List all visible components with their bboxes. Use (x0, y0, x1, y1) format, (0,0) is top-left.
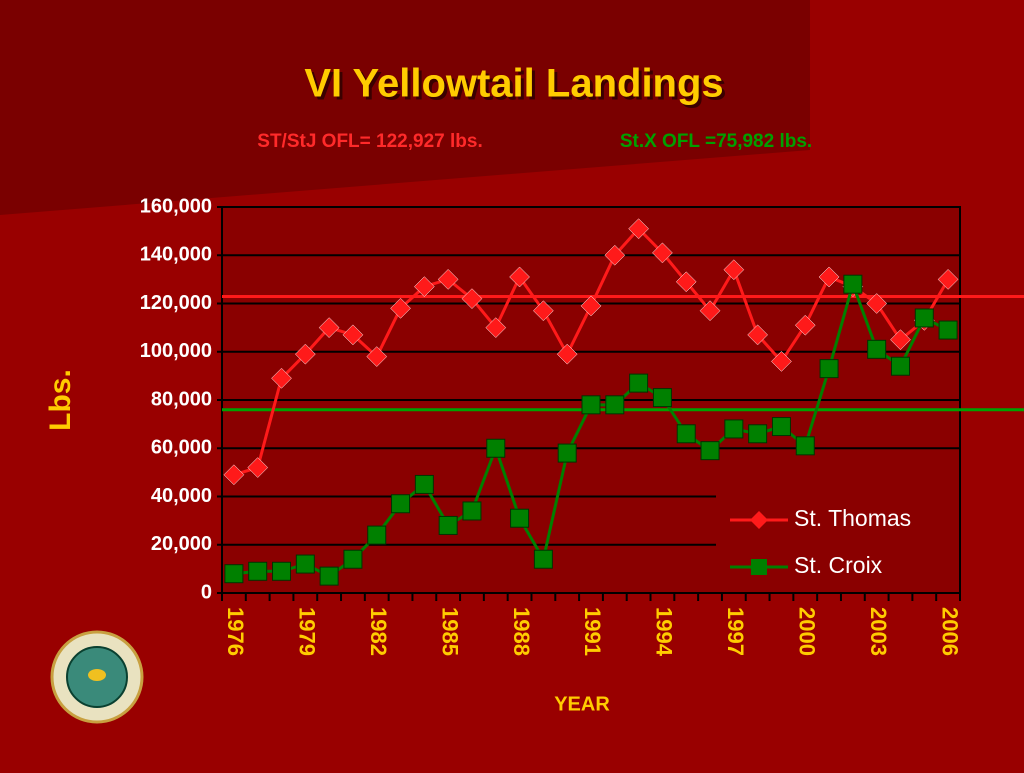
marker (462, 501, 482, 521)
marker (747, 324, 768, 346)
background-shape (0, 0, 810, 215)
marker (272, 561, 292, 581)
marker (675, 271, 697, 293)
legend-marker (751, 559, 767, 575)
legend-box (716, 494, 959, 592)
x-tick-label: 1991 (580, 607, 605, 656)
marker (390, 297, 411, 319)
marker (652, 388, 672, 408)
x-tick-label: 2006 (937, 607, 962, 656)
y-tick-label: 0 (201, 581, 212, 603)
marker (843, 274, 863, 294)
marker (724, 419, 744, 439)
x-tick-label: 1997 (723, 607, 748, 656)
chart-title: VI Yellowtail Landings (304, 62, 723, 106)
marker (247, 457, 269, 478)
marker (510, 508, 530, 528)
marker (414, 474, 434, 494)
marker (628, 218, 649, 240)
y-tick-label: 40,000 (151, 485, 212, 507)
marker (581, 395, 601, 415)
marker (271, 367, 292, 389)
marker (914, 308, 934, 328)
marker (391, 494, 411, 514)
y-tick-label: 20,000 (151, 533, 212, 555)
marker (319, 566, 339, 586)
legend-label: St. Thomas (794, 505, 911, 531)
y-axis-label: Lbs. (44, 369, 77, 431)
marker (366, 346, 388, 367)
marker (557, 443, 577, 463)
marker (486, 438, 506, 458)
y-tick-label: 80,000 (151, 388, 212, 410)
marker (414, 276, 435, 297)
marker (629, 373, 649, 393)
marker (890, 329, 911, 351)
marker (676, 424, 696, 444)
marker (367, 525, 387, 545)
marker (771, 417, 791, 437)
marker (938, 320, 958, 340)
marker (794, 314, 816, 336)
x-tick-label: 1976 (223, 607, 248, 656)
x-tick-label: 1994 (652, 607, 677, 657)
y-tick-label: 120,000 (140, 292, 212, 314)
x-tick-label: 1988 (509, 607, 534, 656)
marker (438, 515, 458, 535)
marker (295, 554, 315, 574)
marker (533, 300, 554, 322)
x-axis-label: YEAR (554, 693, 610, 715)
x-tick-label: 1979 (295, 607, 320, 656)
logo-bird (88, 669, 106, 681)
y-tick-label: 100,000 (140, 340, 212, 362)
marker (867, 339, 887, 359)
marker (580, 295, 602, 317)
chart-title-shadow: VI Yellowtail Landings (307, 65, 726, 109)
marker (699, 300, 721, 322)
marker (795, 436, 815, 456)
marker (819, 359, 839, 379)
marker (890, 356, 910, 376)
x-tick-label: 2003 (866, 607, 891, 656)
subtitle: St.X OFL =75,982 lbs. (620, 131, 812, 152)
y-tick-label: 140,000 (140, 244, 212, 266)
marker (318, 317, 340, 338)
marker (509, 266, 530, 288)
logo (50, 630, 144, 724)
x-tick-label: 1985 (437, 607, 462, 656)
marker (818, 266, 840, 288)
marker (937, 269, 959, 290)
legend-marker (750, 511, 768, 529)
marker (437, 269, 459, 290)
marker (485, 317, 507, 338)
marker (771, 351, 792, 372)
marker (342, 324, 364, 346)
marker (248, 561, 268, 581)
marker (343, 549, 363, 569)
legend-label: St. Croix (794, 552, 883, 578)
marker (866, 293, 888, 314)
subtitle: ST/StJ OFL= 122,927 lbs. (257, 131, 482, 152)
marker (294, 343, 316, 365)
marker (652, 242, 673, 264)
x-tick-label: 1982 (366, 607, 391, 656)
marker (556, 343, 578, 365)
marker (723, 259, 745, 281)
x-tick-label: 2000 (794, 607, 819, 656)
marker (748, 424, 768, 444)
marker (461, 288, 483, 310)
y-tick-label: 60,000 (151, 437, 212, 459)
marker (604, 244, 626, 266)
marker (533, 549, 553, 569)
marker (700, 441, 720, 461)
marker (224, 564, 244, 584)
marker (223, 464, 245, 486)
y-tick-label: 160,000 (140, 195, 212, 217)
marker (605, 395, 625, 415)
